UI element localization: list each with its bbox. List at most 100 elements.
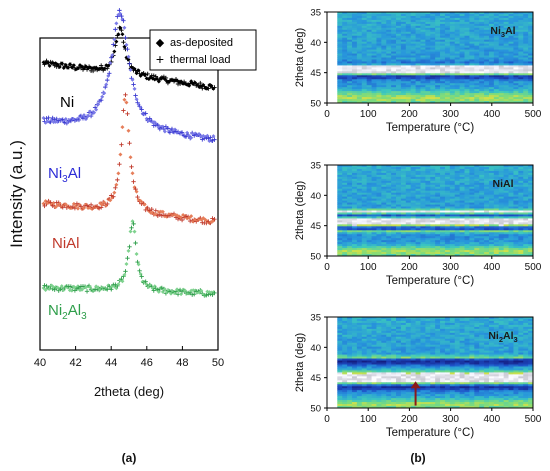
heatmap-cell xyxy=(396,220,402,223)
heatmap-cell xyxy=(425,27,431,31)
heatmap-cell xyxy=(474,21,480,25)
heatmap-cell xyxy=(528,200,534,203)
heatmap-cell xyxy=(420,57,426,60)
heatmap-cell xyxy=(351,208,358,211)
heatmap-cell xyxy=(366,73,372,76)
data-point-thermal-load xyxy=(98,63,104,68)
heatmap-cell xyxy=(386,342,392,346)
heatmap-cell xyxy=(484,97,490,100)
heatmap-cell xyxy=(396,222,402,225)
heatmap-cell xyxy=(366,35,372,39)
heatmap-cell xyxy=(400,328,407,332)
heatmap-cell xyxy=(459,328,465,332)
heatmap-cell xyxy=(420,41,426,45)
heatmap-cell xyxy=(459,77,465,80)
heatmap-cell xyxy=(449,39,456,43)
heatmap-cell xyxy=(400,212,407,215)
heatmap-cell xyxy=(342,236,348,239)
heatmap-cell xyxy=(493,218,500,221)
heatmap-cell xyxy=(400,200,407,203)
heatmap-cell xyxy=(410,242,416,245)
heatmap-cell xyxy=(493,250,500,253)
heatmap-cell xyxy=(366,39,372,43)
heatmap-cell xyxy=(454,218,461,221)
heatmap-cell xyxy=(493,12,500,15)
heatmap-cell xyxy=(479,71,485,74)
heatmap-cell xyxy=(503,17,509,21)
heatmap-cell xyxy=(513,91,519,94)
heatmap-cell xyxy=(474,250,480,253)
heatmap-cell xyxy=(376,172,382,176)
heatmap-cell xyxy=(498,182,505,186)
heatmap-cell xyxy=(459,204,465,207)
heatmap-cell xyxy=(347,69,353,72)
heatmap-cell xyxy=(420,206,426,209)
heatmap-cell xyxy=(381,220,387,223)
heatmap-cell xyxy=(449,228,456,231)
heatmap-cell xyxy=(356,216,363,219)
heatmap-cell xyxy=(366,95,372,98)
heatmap-cell xyxy=(508,240,514,243)
heatmap-cell xyxy=(444,326,451,330)
heatmap-cell xyxy=(366,226,372,229)
heatmap-cell xyxy=(337,33,343,37)
heatmap-cell xyxy=(523,322,529,326)
heatmap-cell xyxy=(410,73,416,76)
heatmap-cell xyxy=(469,248,475,251)
heatmap-cell xyxy=(400,232,407,235)
heatmap-cell xyxy=(337,170,343,174)
heatmap-cell xyxy=(484,332,490,336)
heatmap-cell xyxy=(493,338,500,342)
heatmap-cell xyxy=(366,206,372,209)
heatmap-cell xyxy=(425,93,431,96)
heatmap-cell xyxy=(337,91,343,94)
heatmap-cell xyxy=(342,57,348,60)
heatmap-cell xyxy=(488,67,495,70)
heatmap-cell xyxy=(337,168,343,172)
heatmap-cell xyxy=(400,170,407,174)
heatmap-cell xyxy=(386,320,392,324)
heatmap-cell xyxy=(351,228,358,231)
heatmap-cell xyxy=(444,77,451,80)
heatmap-cell xyxy=(508,200,514,203)
series-nial xyxy=(41,92,217,226)
heatmap-cell xyxy=(454,216,461,219)
heatmap-cell xyxy=(342,21,348,25)
heatmap-cell xyxy=(396,246,402,249)
heatmap-cell xyxy=(528,320,534,324)
heatmap-cell xyxy=(518,55,524,58)
heatmap-cell xyxy=(523,254,529,257)
heatmap-cell xyxy=(454,320,461,324)
heatmap-cell xyxy=(381,81,387,84)
heatmap-cell xyxy=(337,226,343,229)
heatmap-cell xyxy=(484,37,490,41)
heatmap-cell xyxy=(449,57,456,60)
heatmap-cell xyxy=(444,168,451,172)
heatmap-cell xyxy=(488,236,495,239)
heatmap-cell xyxy=(337,242,343,245)
heatmap-cell xyxy=(454,204,461,207)
heatmap-cell xyxy=(351,194,358,198)
heatmap-cell xyxy=(444,216,451,219)
heatmap-cell xyxy=(493,200,500,203)
heatmap-cell xyxy=(361,222,368,225)
heatmap-cell xyxy=(493,180,500,184)
heatmap-cell xyxy=(513,33,519,37)
heatmap-cell xyxy=(391,220,397,223)
data-point-thermal-load xyxy=(135,194,140,200)
heatmap-cell xyxy=(503,252,509,255)
heatmap-cell xyxy=(479,330,485,334)
heatmap-cell xyxy=(386,184,392,188)
heatmap-cell xyxy=(351,212,358,215)
heatmap-cell xyxy=(337,45,343,49)
heatmap-cell xyxy=(449,248,456,251)
heatmap-cell xyxy=(493,73,500,76)
heatmap-cell xyxy=(469,188,475,192)
heatmap-cell xyxy=(386,27,392,31)
heatmap-cell xyxy=(484,51,490,54)
heatmap-cell xyxy=(508,188,514,192)
heatmap-cell xyxy=(435,87,441,90)
heatmap-cell xyxy=(454,15,461,19)
heatmap-cell xyxy=(518,186,524,190)
